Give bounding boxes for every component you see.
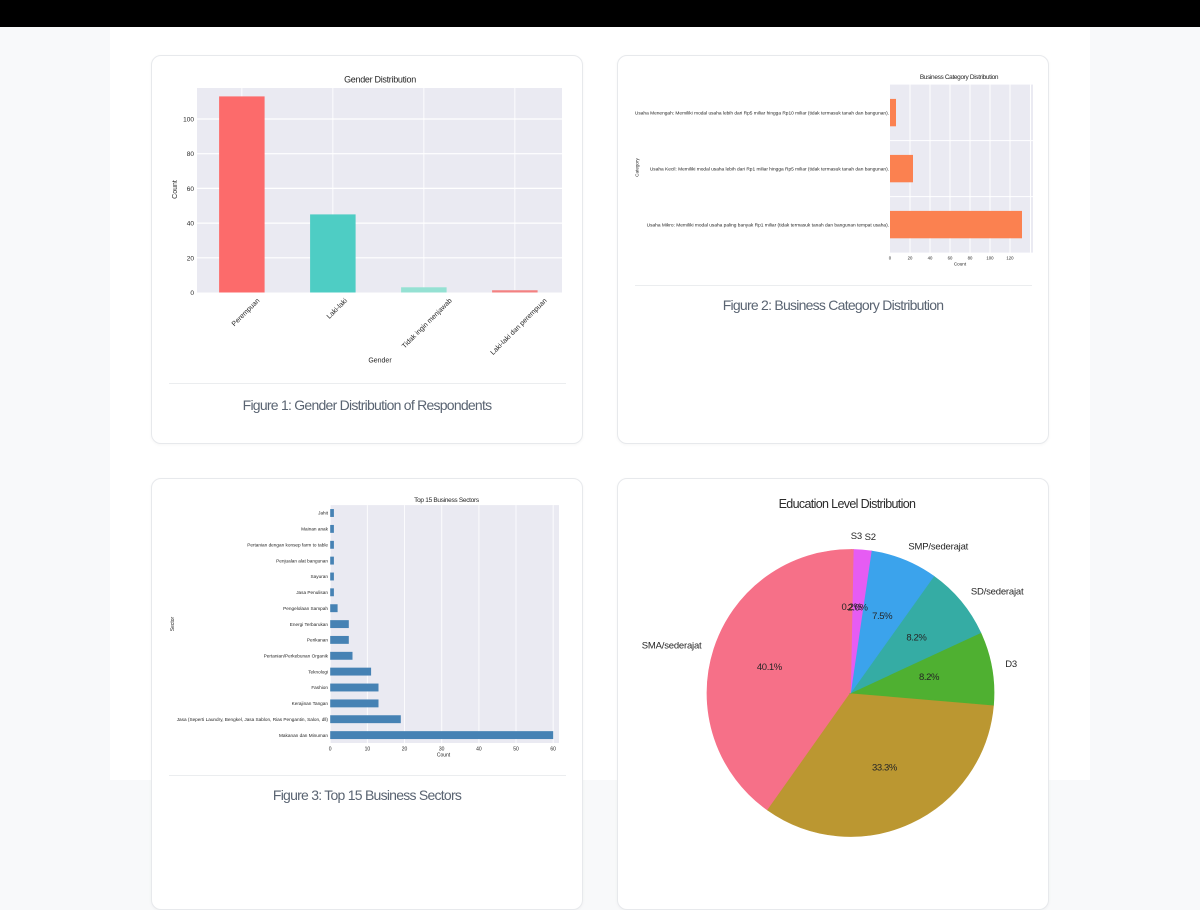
svg-text:S3: S3 <box>851 531 862 542</box>
svg-text:Energi Terbarukan: Energi Terbarukan <box>290 622 329 627</box>
svg-text:Mainan anak: Mainan anak <box>301 527 328 532</box>
svg-text:Gender: Gender <box>368 358 392 365</box>
svg-text:Pengelolaan Sampah: Pengelolaan Sampah <box>283 606 328 611</box>
svg-text:Category: Category <box>635 157 640 176</box>
svg-text:SD/sederajat: SD/sederajat <box>971 587 1024 598</box>
svg-text:20: 20 <box>908 256 913 261</box>
svg-text:Jahit: Jahit <box>318 511 329 516</box>
svg-text:Pertanian/Perkebunan Organik: Pertanian/Perkebunan Organik <box>264 654 329 659</box>
svg-text:60: 60 <box>550 747 556 753</box>
svg-text:80: 80 <box>968 256 973 261</box>
svg-text:0: 0 <box>889 256 892 261</box>
svg-text:Jasa Penulisan: Jasa Penulisan <box>296 590 328 595</box>
svg-text:10: 10 <box>365 747 371 753</box>
svg-text:20: 20 <box>187 255 195 262</box>
svg-text:Sector: Sector <box>170 616 176 631</box>
svg-text:Usaha Menengah: Memiliki modal: Usaha Menengah: Memiliki modal usaha leb… <box>635 110 889 116</box>
svg-text:8.2%: 8.2% <box>919 672 940 683</box>
svg-text:Perempuan: Perempuan <box>231 297 262 328</box>
svg-text:Laki-laki: Laki-laki <box>326 297 349 320</box>
svg-text:100: 100 <box>986 256 994 261</box>
svg-text:Laki-laki dan perempuan: Laki-laki dan perempuan <box>490 297 549 356</box>
svg-text:60: 60 <box>948 256 953 261</box>
svg-text:7.5%: 7.5% <box>872 611 893 622</box>
svg-text:33.3%: 33.3% <box>872 763 898 774</box>
svg-text:8.2%: 8.2% <box>906 632 927 643</box>
svg-text:60: 60 <box>187 186 195 193</box>
svg-text:50: 50 <box>513 747 519 753</box>
svg-text:Jasa (Seperti Laundry, Bengkel: Jasa (Seperti Laundry, Bengkel, Jasa Sab… <box>177 717 329 722</box>
svg-text:Perikanan: Perikanan <box>307 638 329 643</box>
svg-text:Business Category Distribution: Business Category Distribution <box>920 74 999 81</box>
svg-text:Kerajinan Tangan: Kerajinan Tangan <box>292 701 329 706</box>
svg-text:Count: Count <box>437 753 451 759</box>
svg-text:2.0%: 2.0% <box>847 602 868 613</box>
svg-text:SMA/sederajat: SMA/sederajat <box>642 641 702 652</box>
svg-text:Usaha Mikro: Memiliki modal us: Usaha Mikro: Memiliki modal usaha paling… <box>647 222 889 228</box>
svg-text:Count: Count <box>172 180 179 199</box>
svg-text:20: 20 <box>402 747 408 753</box>
svg-text:0: 0 <box>329 747 332 753</box>
svg-text:Penjualan alat bangunan: Penjualan alat bangunan <box>276 558 328 563</box>
svg-text:Sayuran: Sayuran <box>311 574 329 579</box>
svg-text:D3: D3 <box>1005 659 1017 670</box>
svg-text:40.1%: 40.1% <box>757 662 783 673</box>
svg-text:0.2%: 0.2% <box>841 602 862 613</box>
svg-text:40: 40 <box>928 256 933 261</box>
svg-text:Count: Count <box>954 262 967 267</box>
svg-text:0: 0 <box>190 290 194 297</box>
svg-text:Gender Distribution: Gender Distribution <box>344 75 416 85</box>
svg-text:Tidak ingin menjawab: Tidak ingin menjawab <box>401 297 454 350</box>
svg-text:40: 40 <box>187 221 195 228</box>
svg-text:S2: S2 <box>865 532 876 543</box>
svg-text:100: 100 <box>183 117 194 124</box>
svg-text:SMP/sederajat: SMP/sederajat <box>908 542 968 553</box>
svg-text:80: 80 <box>187 151 195 158</box>
svg-text:Fashion: Fashion <box>311 685 328 690</box>
svg-text:Makanan dan Minuman: Makanan dan Minuman <box>279 733 328 738</box>
svg-text:30: 30 <box>439 747 445 753</box>
svg-text:40: 40 <box>476 747 482 753</box>
svg-text:Top 15 Business Sectors: Top 15 Business Sectors <box>414 497 480 504</box>
svg-text:Pertanian dengan konsep farm t: Pertanian dengan konsep farm to table <box>247 543 328 548</box>
svg-text:120: 120 <box>1006 256 1014 261</box>
svg-text:Usaha Kecil: Memiliki modal us: Usaha Kecil: Memiliki modal usaha lebih … <box>650 166 889 172</box>
svg-text:Teknologi: Teknologi <box>308 669 328 674</box>
